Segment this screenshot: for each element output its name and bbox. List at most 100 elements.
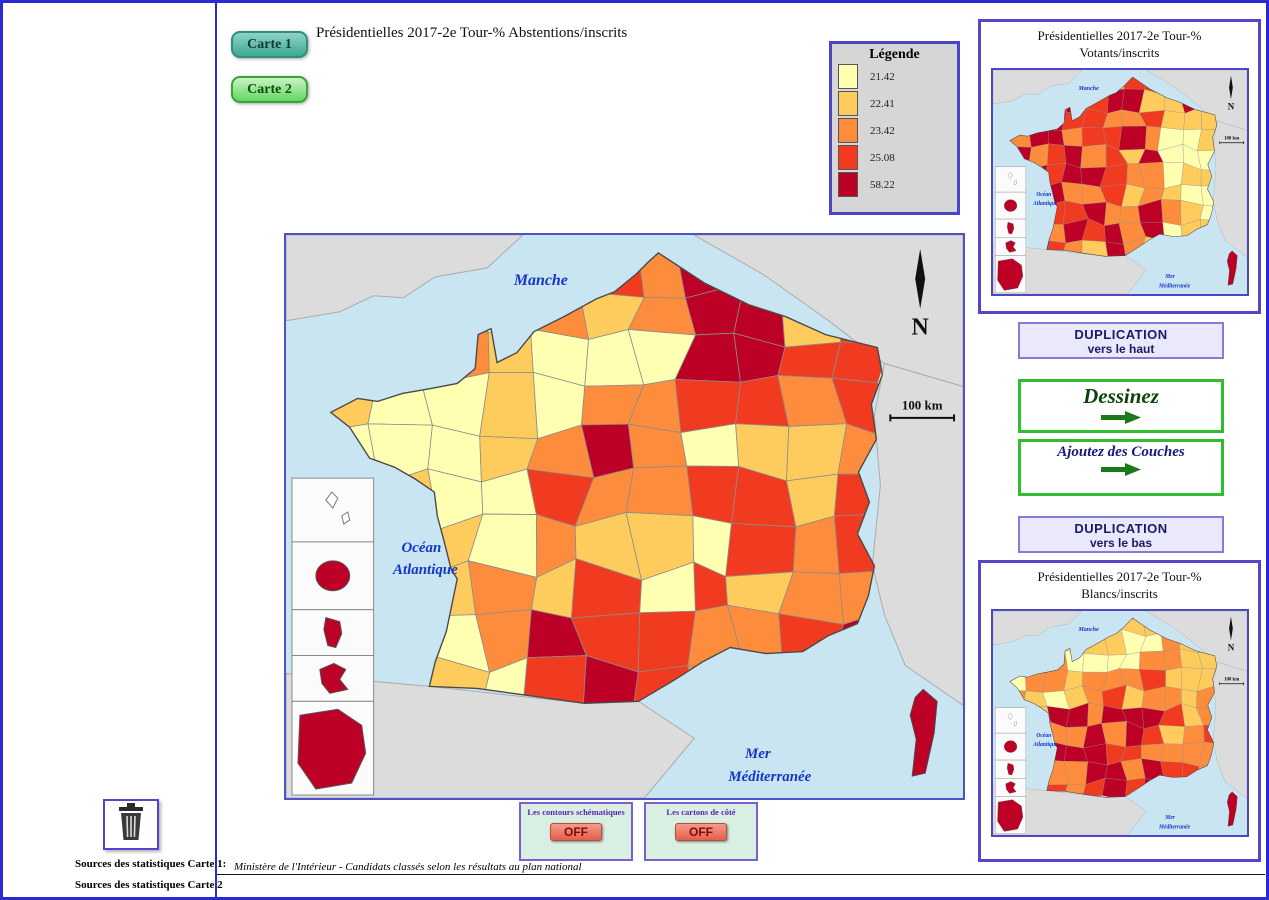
duplication-down-sublabel: vers le bas (1089, 536, 1153, 550)
neighbor-land (992, 69, 1082, 105)
department[interactable] (1101, 777, 1127, 800)
department[interactable] (1159, 743, 1183, 763)
department[interactable] (725, 522, 797, 577)
legend-value: 58.22 (870, 178, 895, 191)
panel-blancs: Présidentielles 2017-2e Tour-% Blancs/in… (978, 560, 1261, 862)
toggle-off-button[interactable]: OFF (675, 822, 727, 841)
inset-guyane[interactable] (297, 708, 367, 790)
department[interactable] (1118, 125, 1147, 151)
france-outline (1008, 76, 1217, 257)
france-map-svg[interactable]: Manche Océan Atlantique Mer Méditerranée N 100… (286, 235, 963, 798)
inset-guyane[interactable] (996, 258, 1023, 291)
overseas-inset[interactable] (291, 477, 375, 543)
overseas-inset[interactable] (994, 707, 1026, 734)
carte1-button[interactable]: Carte 1 (231, 31, 308, 58)
corsica[interactable] (1226, 791, 1237, 827)
inset-reunion[interactable] (1003, 199, 1017, 212)
legend-value: 23.42 (870, 124, 895, 137)
duplication-up-sublabel: vers le haut (1087, 342, 1155, 356)
department[interactable] (1162, 648, 1182, 671)
label-manche: Manche (513, 272, 568, 289)
department[interactable] (1138, 650, 1166, 671)
toggle-box: Les cartons de côté OFF (644, 802, 758, 861)
dessinez-button[interactable]: Dessinez (1018, 379, 1224, 433)
main-map[interactable]: Manche Océan Atlantique Mer Méditerranée N 100… (284, 233, 965, 800)
label-mer-mediterranee: Méditerranée (1158, 283, 1190, 289)
legend: Légende 21.42 22.41 23.42 25.08 58.22 (829, 41, 960, 215)
legend-entry: 22.41 (838, 90, 951, 117)
department[interactable] (1086, 702, 1104, 727)
department[interactable] (1118, 205, 1141, 224)
department[interactable] (686, 465, 740, 524)
sidebar-divider (215, 3, 217, 897)
source2-label: Sources des statistiques Carte 2 (75, 879, 223, 891)
panel-votants-title-line1: Présidentielles 2017-2e Tour-% (1037, 28, 1202, 43)
label-mer-mediterranee: Mer (744, 746, 771, 762)
inset-guadeloupe[interactable] (1004, 781, 1016, 794)
corsica[interactable] (909, 688, 938, 777)
department[interactable] (1081, 126, 1106, 147)
department[interactable] (522, 655, 587, 707)
north-arrow-icon (1228, 616, 1233, 641)
legend-swatch (838, 91, 858, 116)
toggle-label: Les cartons de côté (666, 807, 736, 817)
department[interactable] (786, 423, 848, 482)
legend-swatch (838, 64, 858, 89)
legend-swatch (838, 172, 858, 197)
department[interactable] (1079, 143, 1106, 169)
department[interactable] (1063, 760, 1088, 785)
france-outline (1008, 617, 1217, 798)
overseas-inset[interactable] (994, 166, 1026, 193)
department[interactable] (625, 465, 694, 517)
france-map-svg[interactable]: Manche Océan Atlantique Mer Méditerranée N 100… (992, 69, 1247, 294)
inset-martinique[interactable] (1006, 762, 1014, 776)
mini-map-blancs[interactable]: Manche Océan Atlantique Mer Méditerranée N 100… (990, 608, 1249, 837)
department[interactable] (582, 655, 639, 707)
duplication-up-label: DUPLICATION (1074, 327, 1168, 342)
inset-guadeloupe[interactable] (319, 662, 349, 694)
label-mer-mediterranee: Méditerranée (727, 769, 811, 785)
legend-swatch (838, 118, 858, 143)
inset-guyane[interactable] (996, 799, 1023, 832)
label-ocean-atlantique: Océan (1036, 192, 1051, 198)
department[interactable] (1164, 666, 1182, 690)
department[interactable] (1182, 724, 1205, 745)
inset-guadeloupe[interactable] (1004, 240, 1016, 253)
department[interactable] (479, 371, 539, 440)
department[interactable] (1061, 126, 1083, 147)
department[interactable] (1082, 652, 1109, 673)
inset-reunion[interactable] (1003, 740, 1017, 753)
ajoutez-couches-button[interactable]: Ajoutez des Couches (1018, 439, 1224, 496)
department[interactable] (1047, 129, 1064, 146)
department[interactable] (1160, 109, 1185, 130)
mini-map-votants[interactable]: Manche Océan Atlantique Mer Méditerranée N 100… (990, 67, 1249, 296)
inset-martinique[interactable] (1006, 221, 1014, 235)
scale-bar-icon (1218, 682, 1244, 685)
department[interactable] (1046, 143, 1066, 165)
department[interactable] (1160, 199, 1181, 226)
neighbor-land (992, 785, 1146, 835)
label-ocean-atlantique: Océan (401, 540, 441, 556)
legend-value: 25.08 (870, 151, 895, 164)
label-mer-mediterranee: Méditerranée (1158, 824, 1190, 830)
trash-button[interactable] (103, 799, 159, 850)
duplication-up-button[interactable]: DUPLICATION vers le haut (1018, 322, 1224, 359)
france-map-svg[interactable]: Manche Océan Atlantique Mer Méditerranée N 100… (992, 610, 1247, 835)
department[interactable] (637, 610, 696, 673)
duplication-down-label: DUPLICATION (1074, 521, 1168, 536)
department[interactable] (1140, 743, 1164, 762)
label-mer-mediterranee: Mer (1164, 815, 1175, 821)
corsica[interactable] (1226, 250, 1237, 286)
north-label: N (912, 315, 929, 341)
carte2-button[interactable]: Carte 2 (231, 76, 308, 103)
map-title: Présidentielles 2017-2e Tour-% Abstentio… (316, 25, 628, 41)
department[interactable] (1104, 241, 1127, 263)
duplication-down-button[interactable]: DUPLICATION vers le bas (1018, 516, 1224, 553)
inset-martinique[interactable] (323, 617, 343, 649)
inset-island (341, 511, 351, 525)
toggle-off-button[interactable]: OFF (550, 822, 602, 841)
inset-reunion[interactable] (315, 560, 351, 592)
department[interactable] (777, 341, 842, 379)
map-toggles: Les contours schématiques OFF Les cartons … (519, 802, 758, 861)
source1-text: Ministère de l'Intérieur - Candidats cla… (234, 861, 582, 873)
